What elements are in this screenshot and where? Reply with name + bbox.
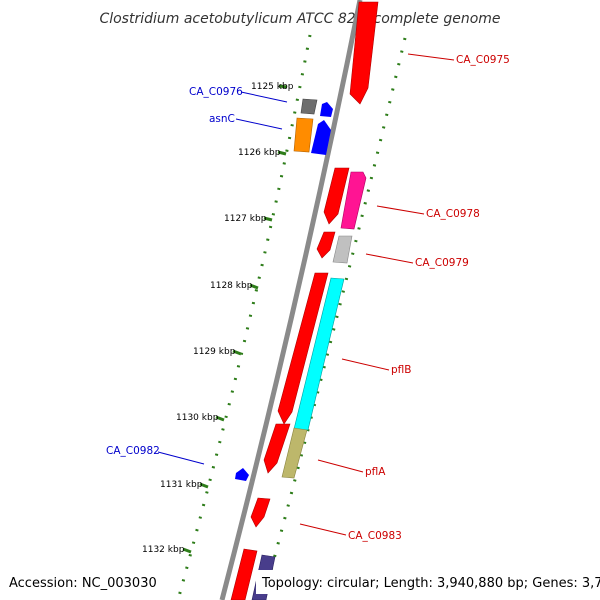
kbp-label-1131: 1131 kbp	[160, 480, 203, 490]
gene-label-pflb[interactable]: pflB	[391, 364, 411, 376]
gene-label-ca-c0978[interactable]: CA_C0978	[426, 208, 480, 220]
reverse-feature-blue[interactable]	[235, 468, 249, 481]
gene-feature-magenta[interactable]	[340, 171, 367, 230]
kbp-label-1126: 1126 kbp	[238, 148, 281, 158]
kbp-label-1129: 1129 kbp	[193, 347, 236, 357]
reverse-feature-blue[interactable]	[311, 120, 331, 155]
cds-feature[interactable]	[349, 1, 379, 105]
major-ticks	[182, 84, 288, 554]
gene-label-ca-c0983[interactable]: CA_C0983	[348, 530, 402, 542]
reverse-feature-orange[interactable]	[293, 117, 314, 153]
kbp-labels: 1125 kbp 1126 kbp 1127 kbp 1128 kbp 1129…	[142, 82, 294, 555]
gene-label-ca-c0979[interactable]: CA_C0979	[415, 257, 469, 269]
cds-feature[interactable]	[277, 272, 329, 425]
gene-label-asnc[interactable]: asnC	[209, 113, 235, 125]
gene-feature-silver[interactable]	[332, 235, 353, 264]
gene-label-ca-c0976[interactable]: CA_C0976	[189, 86, 243, 98]
gene-labels: CA_C0975 CA_C0976 asnC CA_C0978 CA_C0979…	[106, 54, 510, 542]
kbp-label-1130: 1130 kbp	[176, 413, 219, 423]
leader-lines	[157, 53, 455, 536]
topology-backdrop	[256, 570, 596, 594]
reverse-features	[235, 98, 333, 481]
reverse-feature-gray[interactable]	[300, 98, 318, 115]
gene-label-ca-c0975[interactable]: CA_C0975	[456, 54, 510, 66]
kbp-label-1125: 1125 kbp	[251, 82, 294, 92]
kbp-label-1132: 1132 kbp	[142, 545, 185, 555]
genome-backbone	[219, 0, 363, 600]
cds-track	[230, 1, 379, 600]
accession-text: Accession: NC_003030	[9, 576, 157, 591]
gene-feature-khaki[interactable]	[281, 427, 308, 479]
map-title: Clostridium acetobutylicum ATCC 824, com…	[99, 11, 500, 27]
cds-feature[interactable]	[323, 167, 350, 225]
gene-feature-cyan[interactable]	[293, 277, 345, 431]
cds-feature[interactable]	[250, 497, 271, 528]
gene-label-ca-c0982[interactable]: CA_C0982	[106, 445, 160, 457]
kbp-label-1127: 1127 kbp	[224, 214, 267, 224]
reverse-feature-blue[interactable]	[320, 102, 333, 117]
cds-feature[interactable]	[230, 548, 258, 600]
cds-feature[interactable]	[316, 231, 336, 259]
kbp-label-1128: 1128 kbp	[210, 281, 253, 291]
cds-feature[interactable]	[263, 423, 291, 474]
topology-text: Topology: circular; Length: 3,940,880 bp…	[261, 576, 600, 591]
gene-label-pfla[interactable]: pflA	[365, 466, 386, 478]
